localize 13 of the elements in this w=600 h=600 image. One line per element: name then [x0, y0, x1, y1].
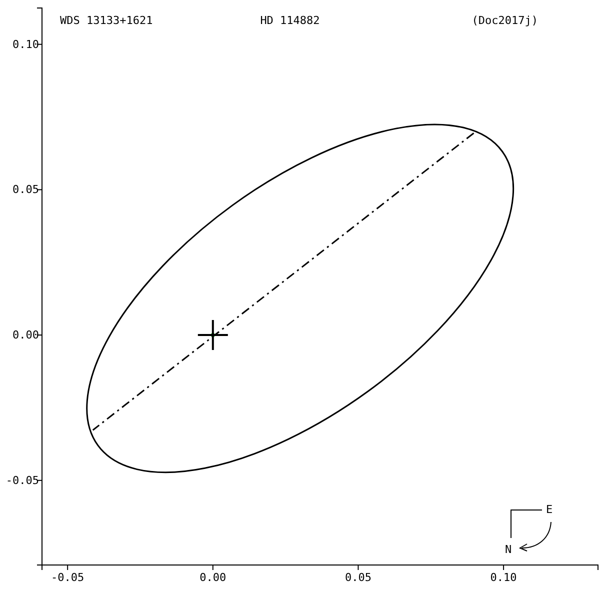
y-tick-label: -0.05 — [6, 474, 39, 487]
x-tick-label: 0.10 — [490, 570, 517, 584]
x-tick-label: 0.00 — [200, 570, 226, 584]
x-tick-label: -0.05 — [51, 570, 84, 584]
annotation: E — [546, 503, 553, 516]
annotation: N — [505, 543, 512, 556]
y-tick-label: 0.00 — [12, 328, 39, 342]
annotation: (Doc2017j) — [472, 14, 538, 27]
x-tick-label: 0.05 — [344, 570, 372, 584]
y-tick-label: 0.05 — [12, 183, 39, 196]
y-tick-label: 0.10 — [12, 38, 39, 51]
annotation: WDS 13133+1621 — [60, 14, 153, 27]
text: HD 114882 — [260, 14, 320, 27]
